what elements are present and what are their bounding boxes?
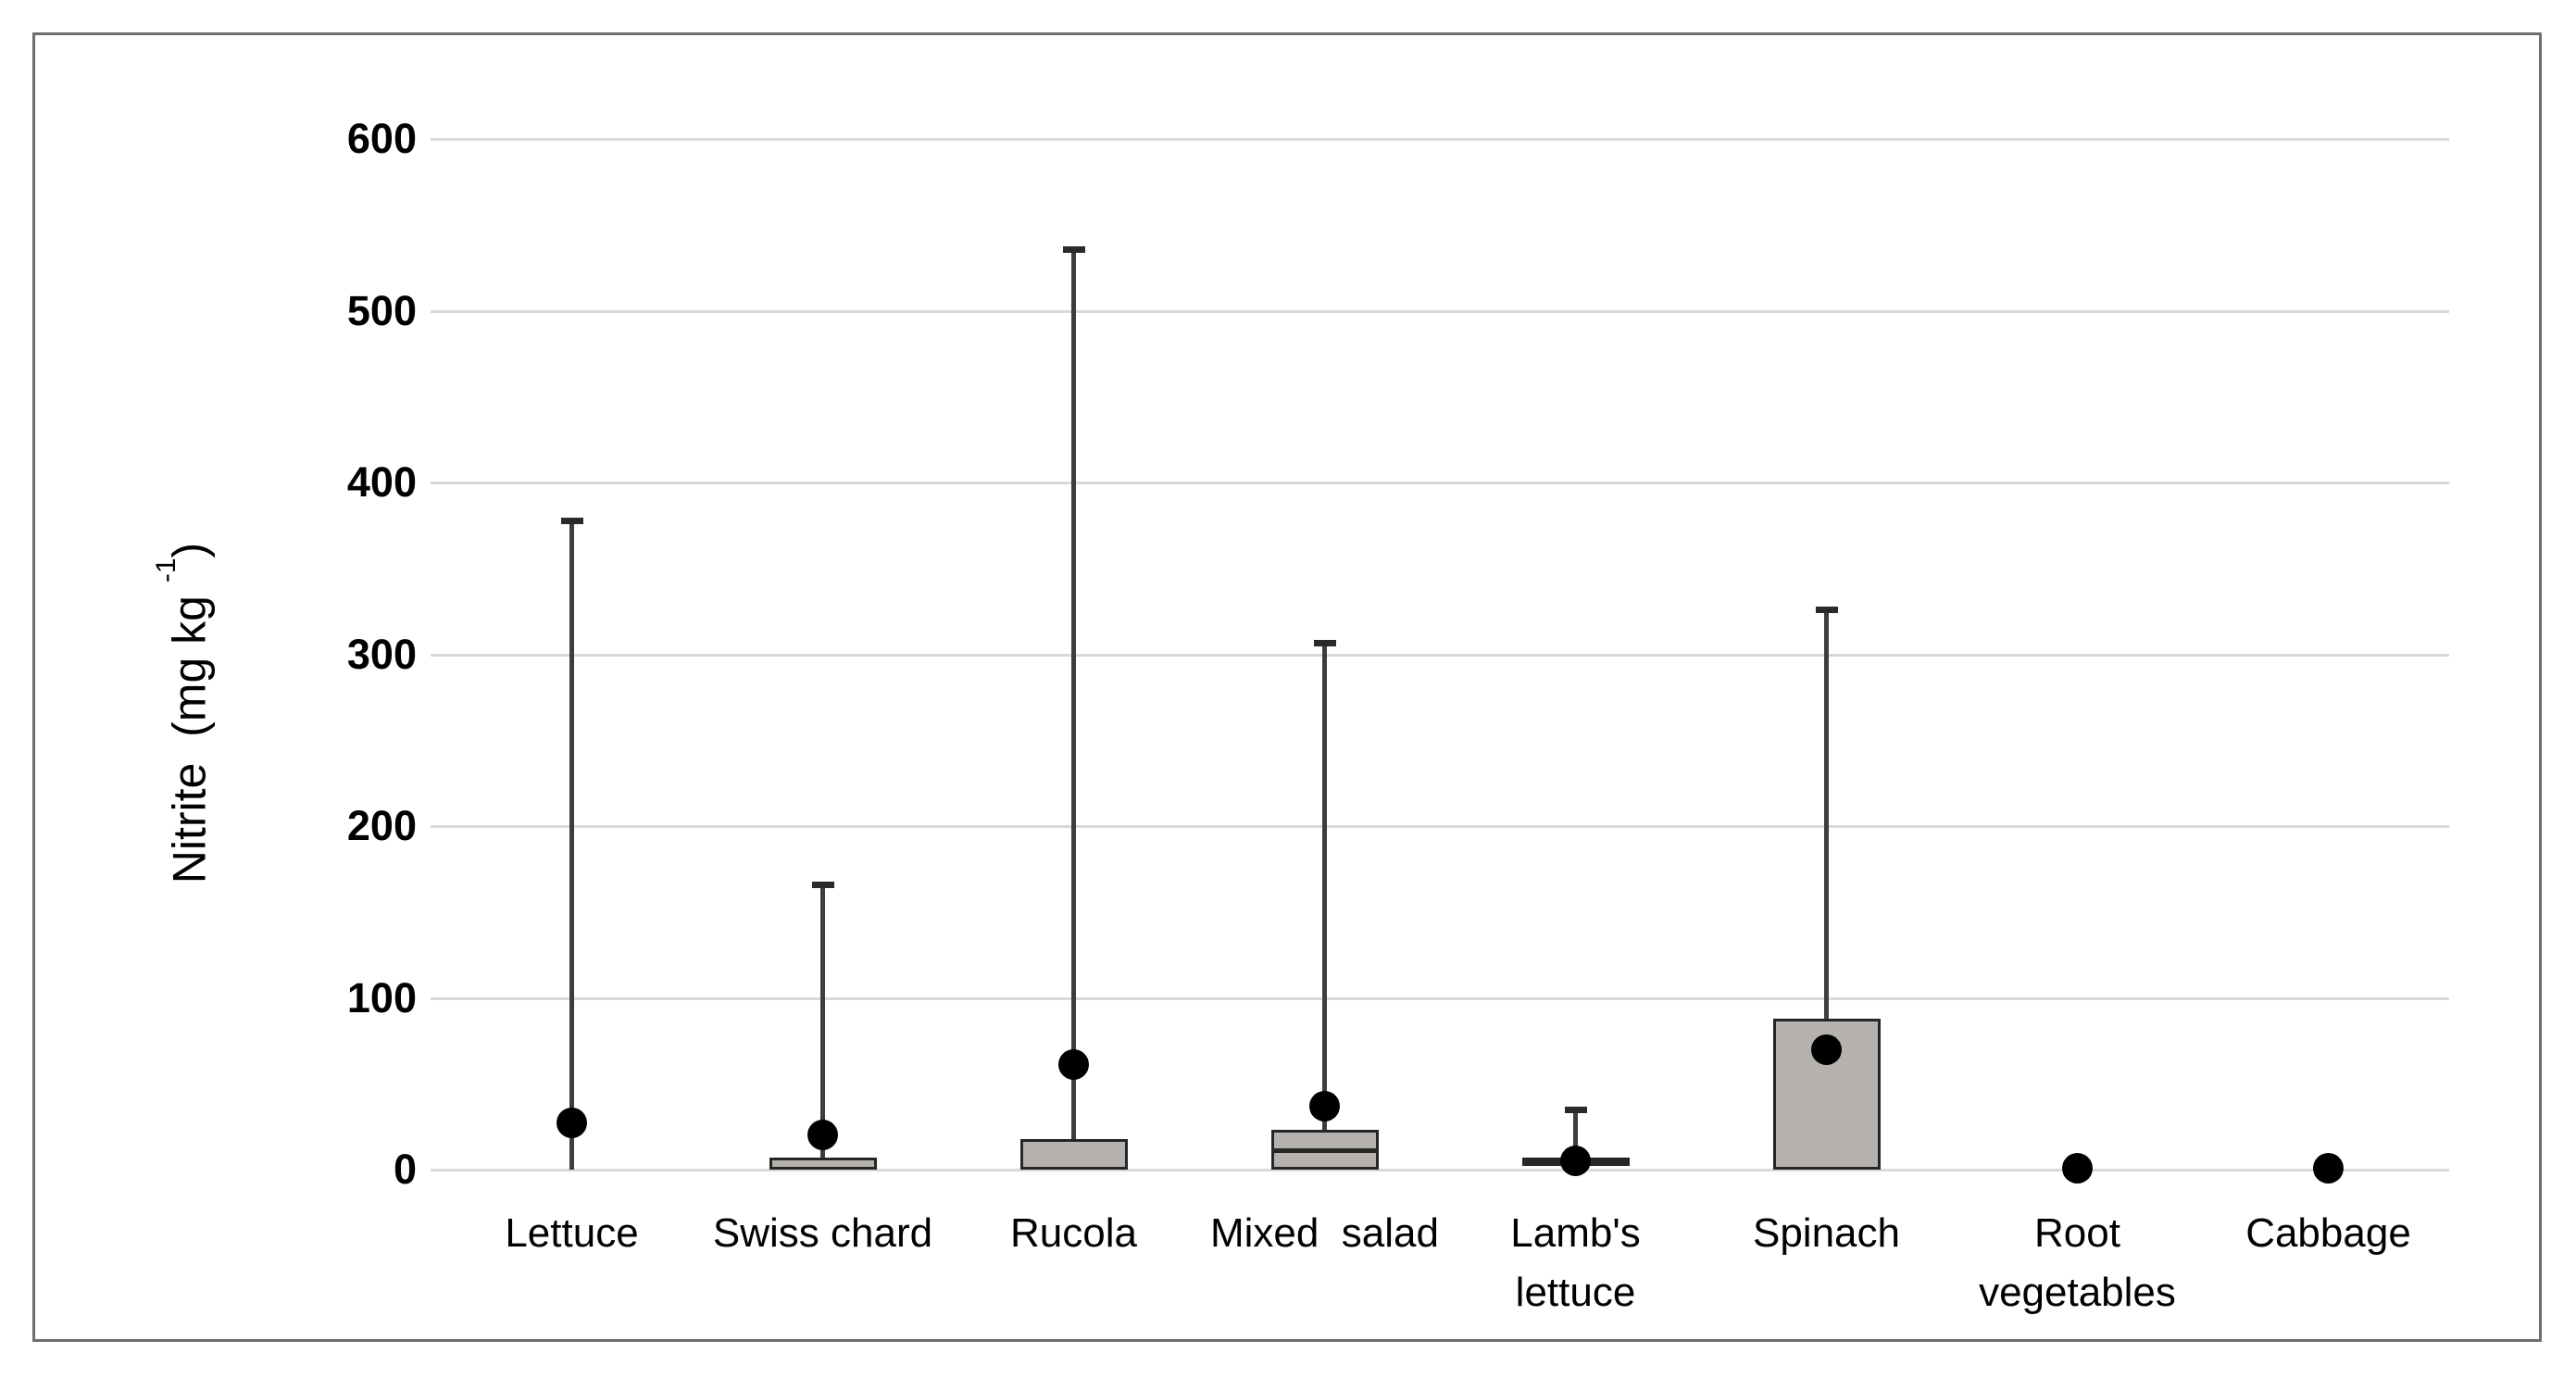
- whisker-mixed-salad: [1322, 642, 1327, 1131]
- category-label-swiss-chard: Swiss chard: [675, 1204, 971, 1263]
- category-label-line: Lettuce: [505, 1210, 639, 1256]
- whisker-rucola: [1071, 248, 1076, 1139]
- y-tick-label-100: 100: [346, 973, 417, 1021]
- mean-dot-root-vegetables: [2062, 1152, 2093, 1184]
- whisker-lamb-s-lettuce: [1573, 1109, 1578, 1158]
- category-label-line: Root: [2034, 1210, 2120, 1256]
- category-label-lamb-s-lettuce: Lamb's lettuce: [1428, 1204, 1724, 1322]
- mean-dot-spinach: [1811, 1034, 1842, 1065]
- category-label-rucola: Rucola: [926, 1204, 1222, 1263]
- category-label-line: Rucola: [1010, 1210, 1137, 1256]
- category-label-line: Spinach: [1752, 1210, 1900, 1256]
- whisker-cap-lettuce: [560, 517, 583, 524]
- mean-dot-swiss-chard: [807, 1120, 838, 1151]
- category-label-line: Lamb's: [1510, 1210, 1641, 1256]
- category-label-line: lettuce: [1515, 1269, 1636, 1315]
- y-tick-label-200: 200: [346, 802, 417, 849]
- category-label-line: Cabbage: [2245, 1210, 2411, 1256]
- whisker-cap-swiss-chard: [811, 882, 834, 889]
- category-label-lettuce: Lettuce: [424, 1204, 720, 1263]
- gridline-500: [431, 309, 2449, 313]
- gridline-100: [431, 996, 2449, 1000]
- category-label-cabbage: Cabbage: [2181, 1204, 2477, 1263]
- gridline-600: [431, 138, 2449, 141]
- whisker-lettuce: [569, 520, 574, 1170]
- gridline-200: [431, 825, 2449, 828]
- gridline-400: [431, 482, 2449, 484]
- category-label-root-vegetables: Root vegetables: [1930, 1204, 2226, 1322]
- gridline-0: [431, 1169, 2449, 1171]
- whisker-swiss-chard: [820, 884, 825, 1158]
- category-label-mixed-salad: Mixed salad: [1177, 1204, 1473, 1263]
- box-swiss-chard: [769, 1158, 877, 1170]
- category-label-line: Swiss chard: [712, 1210, 933, 1256]
- box-rucola: [1019, 1138, 1128, 1170]
- y-tick-label-400: 400: [346, 458, 417, 506]
- mean-dot-lamb-s-lettuce: [1560, 1146, 1591, 1177]
- category-label-spinach: Spinach: [1679, 1204, 1975, 1263]
- whisker-cap-rucola: [1062, 245, 1085, 253]
- category-label-line: Mixed salad: [1209, 1210, 1439, 1256]
- category-label-line: vegetables: [1979, 1269, 2176, 1315]
- median-line-mixed-salad: [1270, 1148, 1379, 1154]
- y-tick-label-0: 0: [393, 1146, 417, 1193]
- gridline-300: [431, 653, 2449, 657]
- mean-dot-rucola: [1058, 1049, 1089, 1081]
- whisker-cap-mixed-salad: [1313, 639, 1336, 646]
- whisker-spinach: [1824, 609, 1829, 1019]
- mean-dot-lettuce: [556, 1108, 587, 1139]
- mean-dot-mixed-salad: [1309, 1090, 1340, 1121]
- y-tick-label-300: 300: [346, 630, 417, 678]
- whisker-cap-spinach: [1815, 607, 1838, 614]
- mean-dot-cabbage: [2313, 1152, 2344, 1184]
- whisker-cap-lamb-s-lettuce: [1564, 1107, 1587, 1114]
- figure-frame: [32, 32, 2542, 1342]
- y-tick-label-600: 600: [346, 115, 417, 162]
- y-tick-label-500: 500: [346, 286, 417, 334]
